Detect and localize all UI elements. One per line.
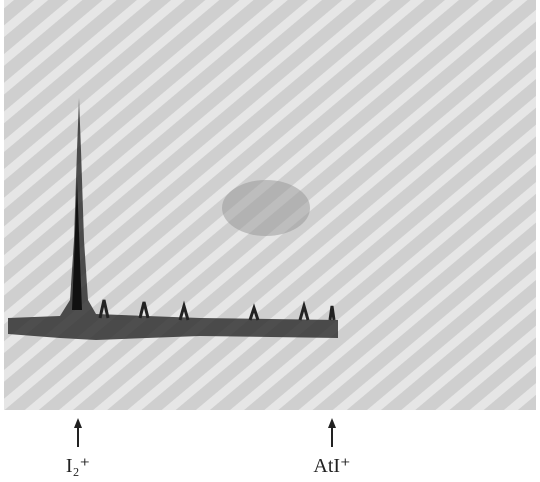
peak-label: I₂⁺ [66, 455, 90, 477]
peak-label: AtI⁺ [313, 455, 350, 477]
spot [222, 180, 310, 236]
spectrum-trace [8, 98, 338, 340]
arrows [74, 418, 336, 447]
